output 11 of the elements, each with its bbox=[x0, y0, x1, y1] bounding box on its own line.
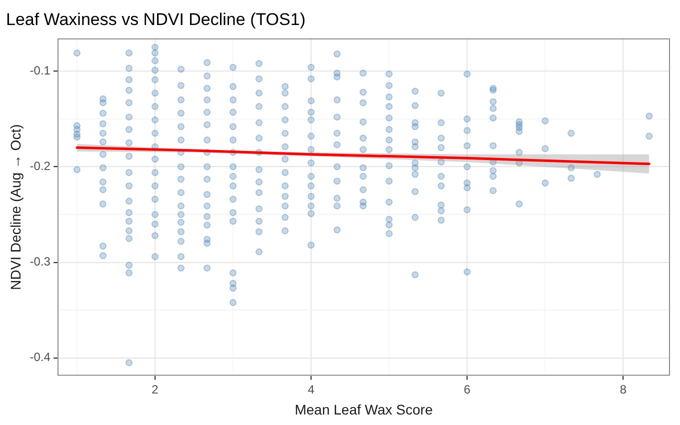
chart-title: Leaf Waxiness vs NDVI Decline (TOS1) bbox=[6, 10, 306, 29]
x-axis-title: Mean Leaf Wax Score bbox=[294, 401, 433, 418]
y-tick-label: -0.4 bbox=[30, 350, 51, 364]
y-tick-label: -0.3 bbox=[30, 254, 51, 269]
y-axis-title: NDVI Decline (Aug → Oct) bbox=[7, 124, 24, 290]
x-tick-label: 8 bbox=[620, 382, 627, 396]
x-tick-label: 4 bbox=[308, 382, 315, 396]
x-tick-label: 6 bbox=[464, 382, 471, 396]
x-tick-label: 2 bbox=[152, 382, 159, 396]
y-tick-label: -0.1 bbox=[30, 63, 51, 78]
y-tick-label: -0.2 bbox=[30, 159, 51, 174]
